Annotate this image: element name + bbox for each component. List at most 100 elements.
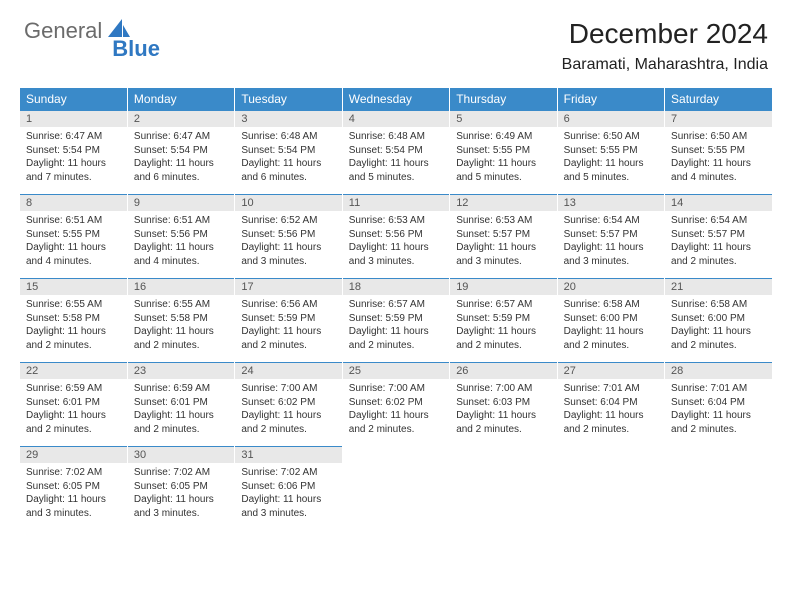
calendar-cell: 19Sunrise: 6:57 AMSunset: 5:59 PMDayligh… — [450, 278, 557, 362]
sunset-text: Sunset: 6:02 PM — [349, 396, 443, 410]
sunrise-text: Sunrise: 7:01 AM — [564, 382, 658, 396]
day-number: 17 — [235, 278, 341, 295]
sunset-text: Sunset: 6:00 PM — [671, 312, 766, 326]
sunset-text: Sunset: 5:57 PM — [456, 228, 550, 242]
sunset-text: Sunset: 5:55 PM — [456, 144, 550, 158]
calendar-cell: 9Sunrise: 6:51 AMSunset: 5:56 PMDaylight… — [127, 194, 234, 278]
daylight-text: Daylight: 11 hours and 2 minutes. — [26, 325, 121, 352]
calendar-cell: 13Sunrise: 6:54 AMSunset: 5:57 PMDayligh… — [557, 194, 664, 278]
calendar-cell: 6Sunrise: 6:50 AMSunset: 5:55 PMDaylight… — [557, 110, 664, 194]
day-number: 11 — [343, 194, 449, 211]
day-number: 29 — [20, 446, 127, 463]
calendar-cell: 27Sunrise: 7:01 AMSunset: 6:04 PMDayligh… — [557, 362, 664, 446]
sunset-text: Sunset: 5:54 PM — [241, 144, 335, 158]
day-number: 26 — [450, 362, 556, 379]
calendar-cell: 10Sunrise: 6:52 AMSunset: 5:56 PMDayligh… — [235, 194, 342, 278]
col-wednesday: Wednesday — [342, 88, 449, 110]
day-number: 23 — [128, 362, 234, 379]
sunset-text: Sunset: 5:54 PM — [349, 144, 443, 158]
sunset-text: Sunset: 5:57 PM — [564, 228, 658, 242]
sunrise-text: Sunrise: 6:59 AM — [26, 382, 121, 396]
day-content: Sunrise: 6:51 AMSunset: 5:55 PMDaylight:… — [20, 211, 127, 278]
sunrise-text: Sunrise: 6:54 AM — [564, 214, 658, 228]
day-number: 20 — [558, 278, 664, 295]
calendar-cell: 7Sunrise: 6:50 AMSunset: 5:55 PMDaylight… — [665, 110, 772, 194]
sunrise-text: Sunrise: 7:00 AM — [456, 382, 550, 396]
calendar-cell: 11Sunrise: 6:53 AMSunset: 5:56 PMDayligh… — [342, 194, 449, 278]
day-number: 7 — [665, 110, 772, 127]
daylight-text: Daylight: 11 hours and 2 minutes. — [564, 325, 658, 352]
sunrise-text: Sunrise: 7:00 AM — [241, 382, 335, 396]
calendar-cell: 23Sunrise: 6:59 AMSunset: 6:01 PMDayligh… — [127, 362, 234, 446]
sunrise-text: Sunrise: 6:58 AM — [671, 298, 766, 312]
day-content: Sunrise: 7:00 AMSunset: 6:02 PMDaylight:… — [235, 379, 341, 446]
calendar-header-row: Sunday Monday Tuesday Wednesday Thursday… — [20, 88, 772, 110]
location-text: Baramati, Maharashtra, India — [562, 56, 768, 74]
calendar-cell: 18Sunrise: 6:57 AMSunset: 5:59 PMDayligh… — [342, 278, 449, 362]
calendar-week-row: 8Sunrise: 6:51 AMSunset: 5:55 PMDaylight… — [20, 194, 772, 278]
sunset-text: Sunset: 6:01 PM — [26, 396, 121, 410]
day-content: Sunrise: 7:02 AMSunset: 6:05 PMDaylight:… — [20, 463, 127, 530]
sunset-text: Sunset: 5:55 PM — [671, 144, 766, 158]
title-block: December 2024 Baramati, Maharashtra, Ind… — [562, 18, 768, 74]
day-content — [343, 451, 449, 511]
day-content: Sunrise: 6:58 AMSunset: 6:00 PMDaylight:… — [558, 295, 664, 362]
sunrise-text: Sunrise: 6:56 AM — [241, 298, 335, 312]
calendar-cell: 24Sunrise: 7:00 AMSunset: 6:02 PMDayligh… — [235, 362, 342, 446]
day-number: 10 — [235, 194, 341, 211]
day-number: 31 — [235, 446, 341, 463]
sunset-text: Sunset: 6:01 PM — [134, 396, 228, 410]
sunset-text: Sunset: 5:56 PM — [134, 228, 228, 242]
daylight-text: Daylight: 11 hours and 2 minutes. — [456, 325, 550, 352]
sunrise-text: Sunrise: 6:52 AM — [241, 214, 335, 228]
sunset-text: Sunset: 6:05 PM — [134, 480, 228, 494]
sunrise-text: Sunrise: 6:59 AM — [134, 382, 228, 396]
day-content: Sunrise: 6:54 AMSunset: 5:57 PMDaylight:… — [558, 211, 664, 278]
sunrise-text: Sunrise: 6:48 AM — [241, 130, 335, 144]
sunset-text: Sunset: 5:54 PM — [134, 144, 228, 158]
daylight-text: Daylight: 11 hours and 3 minutes. — [349, 241, 443, 268]
page-title: December 2024 — [562, 18, 768, 50]
day-number: 19 — [450, 278, 556, 295]
sunset-text: Sunset: 6:05 PM — [26, 480, 121, 494]
sunrise-text: Sunrise: 6:50 AM — [564, 130, 658, 144]
day-content: Sunrise: 6:52 AMSunset: 5:56 PMDaylight:… — [235, 211, 341, 278]
sunrise-text: Sunrise: 6:55 AM — [26, 298, 121, 312]
day-content: Sunrise: 6:53 AMSunset: 5:57 PMDaylight:… — [450, 211, 556, 278]
sunset-text: Sunset: 6:02 PM — [241, 396, 335, 410]
sunset-text: Sunset: 5:57 PM — [671, 228, 766, 242]
sunrise-text: Sunrise: 6:51 AM — [134, 214, 228, 228]
day-number: 25 — [343, 362, 449, 379]
sunrise-text: Sunrise: 6:47 AM — [134, 130, 228, 144]
day-content: Sunrise: 6:59 AMSunset: 6:01 PMDaylight:… — [128, 379, 234, 446]
day-content — [450, 451, 556, 511]
day-number: 4 — [343, 110, 449, 127]
sunrise-text: Sunrise: 6:57 AM — [349, 298, 443, 312]
sunrise-text: Sunrise: 7:02 AM — [134, 466, 228, 480]
daylight-text: Daylight: 11 hours and 2 minutes. — [456, 409, 550, 436]
day-number: 24 — [235, 362, 341, 379]
col-sunday: Sunday — [20, 88, 127, 110]
calendar-cell: 15Sunrise: 6:55 AMSunset: 5:58 PMDayligh… — [20, 278, 127, 362]
col-monday: Monday — [127, 88, 234, 110]
calendar-cell: 12Sunrise: 6:53 AMSunset: 5:57 PMDayligh… — [450, 194, 557, 278]
day-number: 14 — [665, 194, 772, 211]
day-number: 16 — [128, 278, 234, 295]
calendar-cell: 1Sunrise: 6:47 AMSunset: 5:54 PMDaylight… — [20, 110, 127, 194]
brand-part1: General — [24, 18, 102, 44]
calendar-week-row: 15Sunrise: 6:55 AMSunset: 5:58 PMDayligh… — [20, 278, 772, 362]
day-content: Sunrise: 6:47 AMSunset: 5:54 PMDaylight:… — [20, 127, 127, 194]
day-content: Sunrise: 6:47 AMSunset: 5:54 PMDaylight:… — [128, 127, 234, 194]
sunset-text: Sunset: 5:58 PM — [134, 312, 228, 326]
calendar-week-row: 22Sunrise: 6:59 AMSunset: 6:01 PMDayligh… — [20, 362, 772, 446]
daylight-text: Daylight: 11 hours and 3 minutes. — [134, 493, 228, 520]
day-content: Sunrise: 6:51 AMSunset: 5:56 PMDaylight:… — [128, 211, 234, 278]
daylight-text: Daylight: 11 hours and 4 minutes. — [134, 241, 228, 268]
daylight-text: Daylight: 11 hours and 4 minutes. — [26, 241, 121, 268]
sunset-text: Sunset: 5:59 PM — [349, 312, 443, 326]
sunset-text: Sunset: 5:56 PM — [241, 228, 335, 242]
daylight-text: Daylight: 11 hours and 2 minutes. — [671, 409, 766, 436]
day-content: Sunrise: 6:48 AMSunset: 5:54 PMDaylight:… — [235, 127, 341, 194]
brand-logo: General Blue — [24, 18, 160, 44]
day-content: Sunrise: 6:55 AMSunset: 5:58 PMDaylight:… — [20, 295, 127, 362]
